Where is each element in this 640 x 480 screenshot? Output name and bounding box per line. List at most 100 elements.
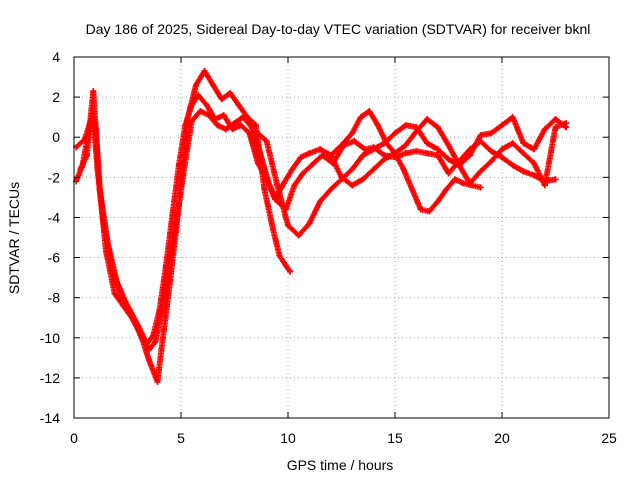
- data-point: [381, 140, 388, 147]
- data-point: [426, 208, 433, 215]
- data-point: [488, 148, 495, 155]
- series-pass-1: [73, 92, 484, 347]
- data-point: [451, 176, 458, 183]
- y-tick-label: 0: [52, 129, 60, 145]
- series-pass-3: [77, 68, 294, 385]
- data-point: [445, 156, 452, 163]
- data-series: [73, 68, 570, 385]
- y-tick-label: 2: [52, 89, 60, 105]
- y-tick-label: -6: [48, 250, 61, 266]
- data-point: [392, 150, 398, 157]
- data-point: [402, 122, 409, 129]
- data-point: [509, 114, 516, 121]
- data-point: [167, 276, 174, 283]
- series-pass-4: [252, 114, 570, 239]
- data-point: [552, 176, 559, 183]
- data-point: [445, 142, 452, 149]
- data-point: [445, 170, 452, 177]
- data-point: [327, 186, 334, 193]
- data-point: [158, 308, 165, 315]
- data-point: [317, 198, 324, 205]
- data-point: [282, 262, 289, 269]
- data-point: [265, 180, 272, 187]
- data-point: [218, 96, 225, 103]
- data-point: [520, 150, 527, 157]
- y-tick-label: 4: [52, 49, 60, 65]
- data-point: [402, 142, 409, 149]
- x-tick-label: 15: [387, 430, 403, 446]
- plot-frame: [73, 56, 610, 419]
- data-point: [409, 186, 416, 193]
- data-point: [488, 130, 495, 137]
- data-point: [137, 330, 144, 337]
- data-point: [128, 314, 135, 321]
- data-point: [175, 202, 182, 209]
- data-point: [434, 146, 441, 153]
- data-point: [287, 268, 294, 275]
- data-point: [184, 116, 191, 123]
- series-markers: [73, 108, 559, 353]
- data-point: [366, 108, 373, 115]
- data-point: [192, 82, 199, 89]
- data-point: [220, 112, 227, 119]
- data-point: [276, 252, 283, 259]
- data-point: [413, 128, 420, 135]
- data-point: [197, 108, 204, 115]
- data-point: [285, 222, 291, 229]
- data-point: [520, 140, 527, 147]
- data-point: [400, 166, 407, 173]
- data-point: [111, 290, 118, 297]
- data-point: [413, 148, 420, 155]
- data-point: [349, 182, 356, 189]
- series-pass-2: [73, 108, 559, 353]
- series-pass-5: [327, 116, 570, 189]
- data-point: [244, 114, 251, 121]
- data-point: [552, 124, 559, 131]
- chart-title: Day 186 of 2025, Sidereal Day-to-day VTE…: [86, 21, 591, 37]
- y-tick-label: -14: [40, 410, 60, 426]
- data-point: [270, 226, 277, 233]
- data-point: [531, 146, 538, 153]
- x-tick-label: 0: [70, 430, 78, 446]
- data-point: [327, 152, 334, 159]
- data-point: [252, 128, 259, 135]
- data-point: [443, 186, 450, 193]
- data-point: [145, 356, 152, 363]
- x-axis-label: GPS time / hours: [287, 457, 394, 473]
- data-point: [96, 186, 103, 193]
- data-point: [252, 122, 259, 129]
- grid-lines: [74, 57, 609, 418]
- data-point: [231, 120, 238, 127]
- data-point: [359, 176, 366, 183]
- data-point: [424, 116, 431, 123]
- data-point: [120, 302, 127, 309]
- y-tick-label: -10: [40, 330, 60, 346]
- data-point: [340, 142, 347, 149]
- data-point: [359, 152, 366, 159]
- data-point: [306, 150, 313, 157]
- y-axis-label: SDTVAR / TECUs: [6, 182, 22, 294]
- data-point: [299, 170, 306, 177]
- data-point: [499, 122, 505, 129]
- data-point: [306, 220, 313, 227]
- data-point: [466, 180, 473, 187]
- data-point: [370, 146, 377, 153]
- data-point: [477, 168, 484, 175]
- data-point: [434, 124, 441, 131]
- data-point: [201, 68, 208, 75]
- data-point: [195, 92, 202, 99]
- data-point: [374, 122, 381, 129]
- y-tick-label: -2: [48, 169, 61, 185]
- data-point: [295, 232, 302, 239]
- data-point: [83, 152, 90, 159]
- data-point: [520, 168, 527, 175]
- data-point: [417, 206, 424, 213]
- data-point: [90, 88, 97, 95]
- x-tick-label: 5: [177, 430, 185, 446]
- data-point: [319, 152, 326, 159]
- axis-ticks: 0 5 10 15 20 25 -14 -12 -10 -8 -6 -4 -2 0 2 4: [40, 49, 617, 446]
- x-tick-label: 25: [601, 430, 617, 446]
- data-point: [488, 158, 495, 165]
- data-point: [477, 132, 484, 139]
- data-point: [424, 140, 431, 147]
